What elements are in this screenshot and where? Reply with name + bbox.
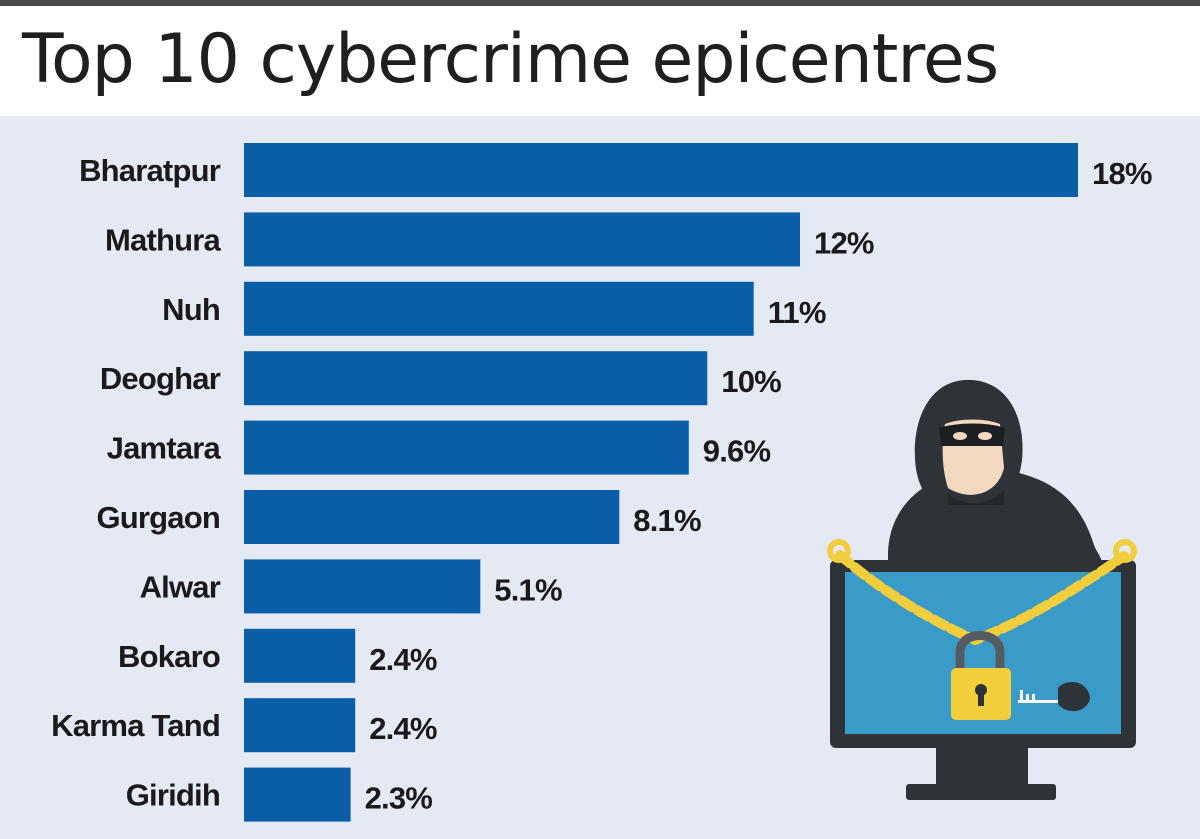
category-label-deoghar: Deoghar bbox=[100, 361, 221, 396]
bar-jamtara bbox=[244, 420, 689, 475]
bar-bokaro bbox=[244, 628, 356, 683]
bar-karma-tand bbox=[244, 698, 356, 753]
bar-deoghar bbox=[244, 351, 708, 406]
category-label-gurgaon: Gurgaon bbox=[96, 500, 220, 535]
bar-bharatpur bbox=[244, 143, 1078, 197]
bar-nuh bbox=[244, 281, 754, 336]
value-label-gurgaon: 8.1% bbox=[633, 503, 701, 538]
value-label-karma-tand: 2.4% bbox=[369, 711, 437, 746]
value-label-nuh: 11% bbox=[768, 295, 826, 330]
category-label-bokaro: Bokaro bbox=[118, 639, 220, 674]
value-label-mathura: 12% bbox=[814, 225, 874, 260]
bar-giridih bbox=[244, 767, 351, 822]
value-label-alwar: 5.1% bbox=[494, 572, 562, 607]
category-label-giridih: Giridih bbox=[126, 778, 220, 813]
bar-alwar bbox=[244, 559, 481, 614]
category-label-bharatpur: Bharatpur bbox=[79, 153, 221, 188]
category-labels-group: Bharatpur Mathura Nuh Deoghar Jamtara Gurgaon… bbox=[51, 153, 222, 813]
value-label-deoghar: 10% bbox=[721, 364, 781, 399]
category-label-jamtara: Jamtara bbox=[107, 431, 222, 466]
padlock-icon bbox=[951, 631, 1011, 720]
value-label-jamtara: 9.6% bbox=[703, 434, 771, 469]
category-label-alwar: Alwar bbox=[140, 569, 221, 604]
screen-cursor-marks bbox=[1018, 690, 1058, 703]
bars-group bbox=[244, 143, 1078, 822]
category-label-nuh: Nuh bbox=[162, 292, 220, 327]
bar-gurgaon bbox=[244, 490, 620, 544]
value-label-bharatpur: 18% bbox=[1092, 156, 1152, 191]
bar-mathura bbox=[244, 212, 800, 267]
hooded-hacker-with-chained-monitor-icon bbox=[827, 379, 1137, 800]
value-label-bokaro: 2.4% bbox=[369, 642, 437, 677]
category-label-mathura: Mathura bbox=[105, 222, 222, 257]
value-labels-group: 18% 12% 11% 10% 9.6%8.1% 5.1% 2.4% 2.4% 2.3% bbox=[365, 156, 1153, 816]
chart-title: Top 10 cybercrime epicentres bbox=[22, 20, 999, 99]
value-label-giridih: 2.3% bbox=[365, 781, 433, 816]
category-label-karma-tand: Karma Tand bbox=[51, 708, 220, 743]
top-rule bbox=[0, 0, 1200, 6]
